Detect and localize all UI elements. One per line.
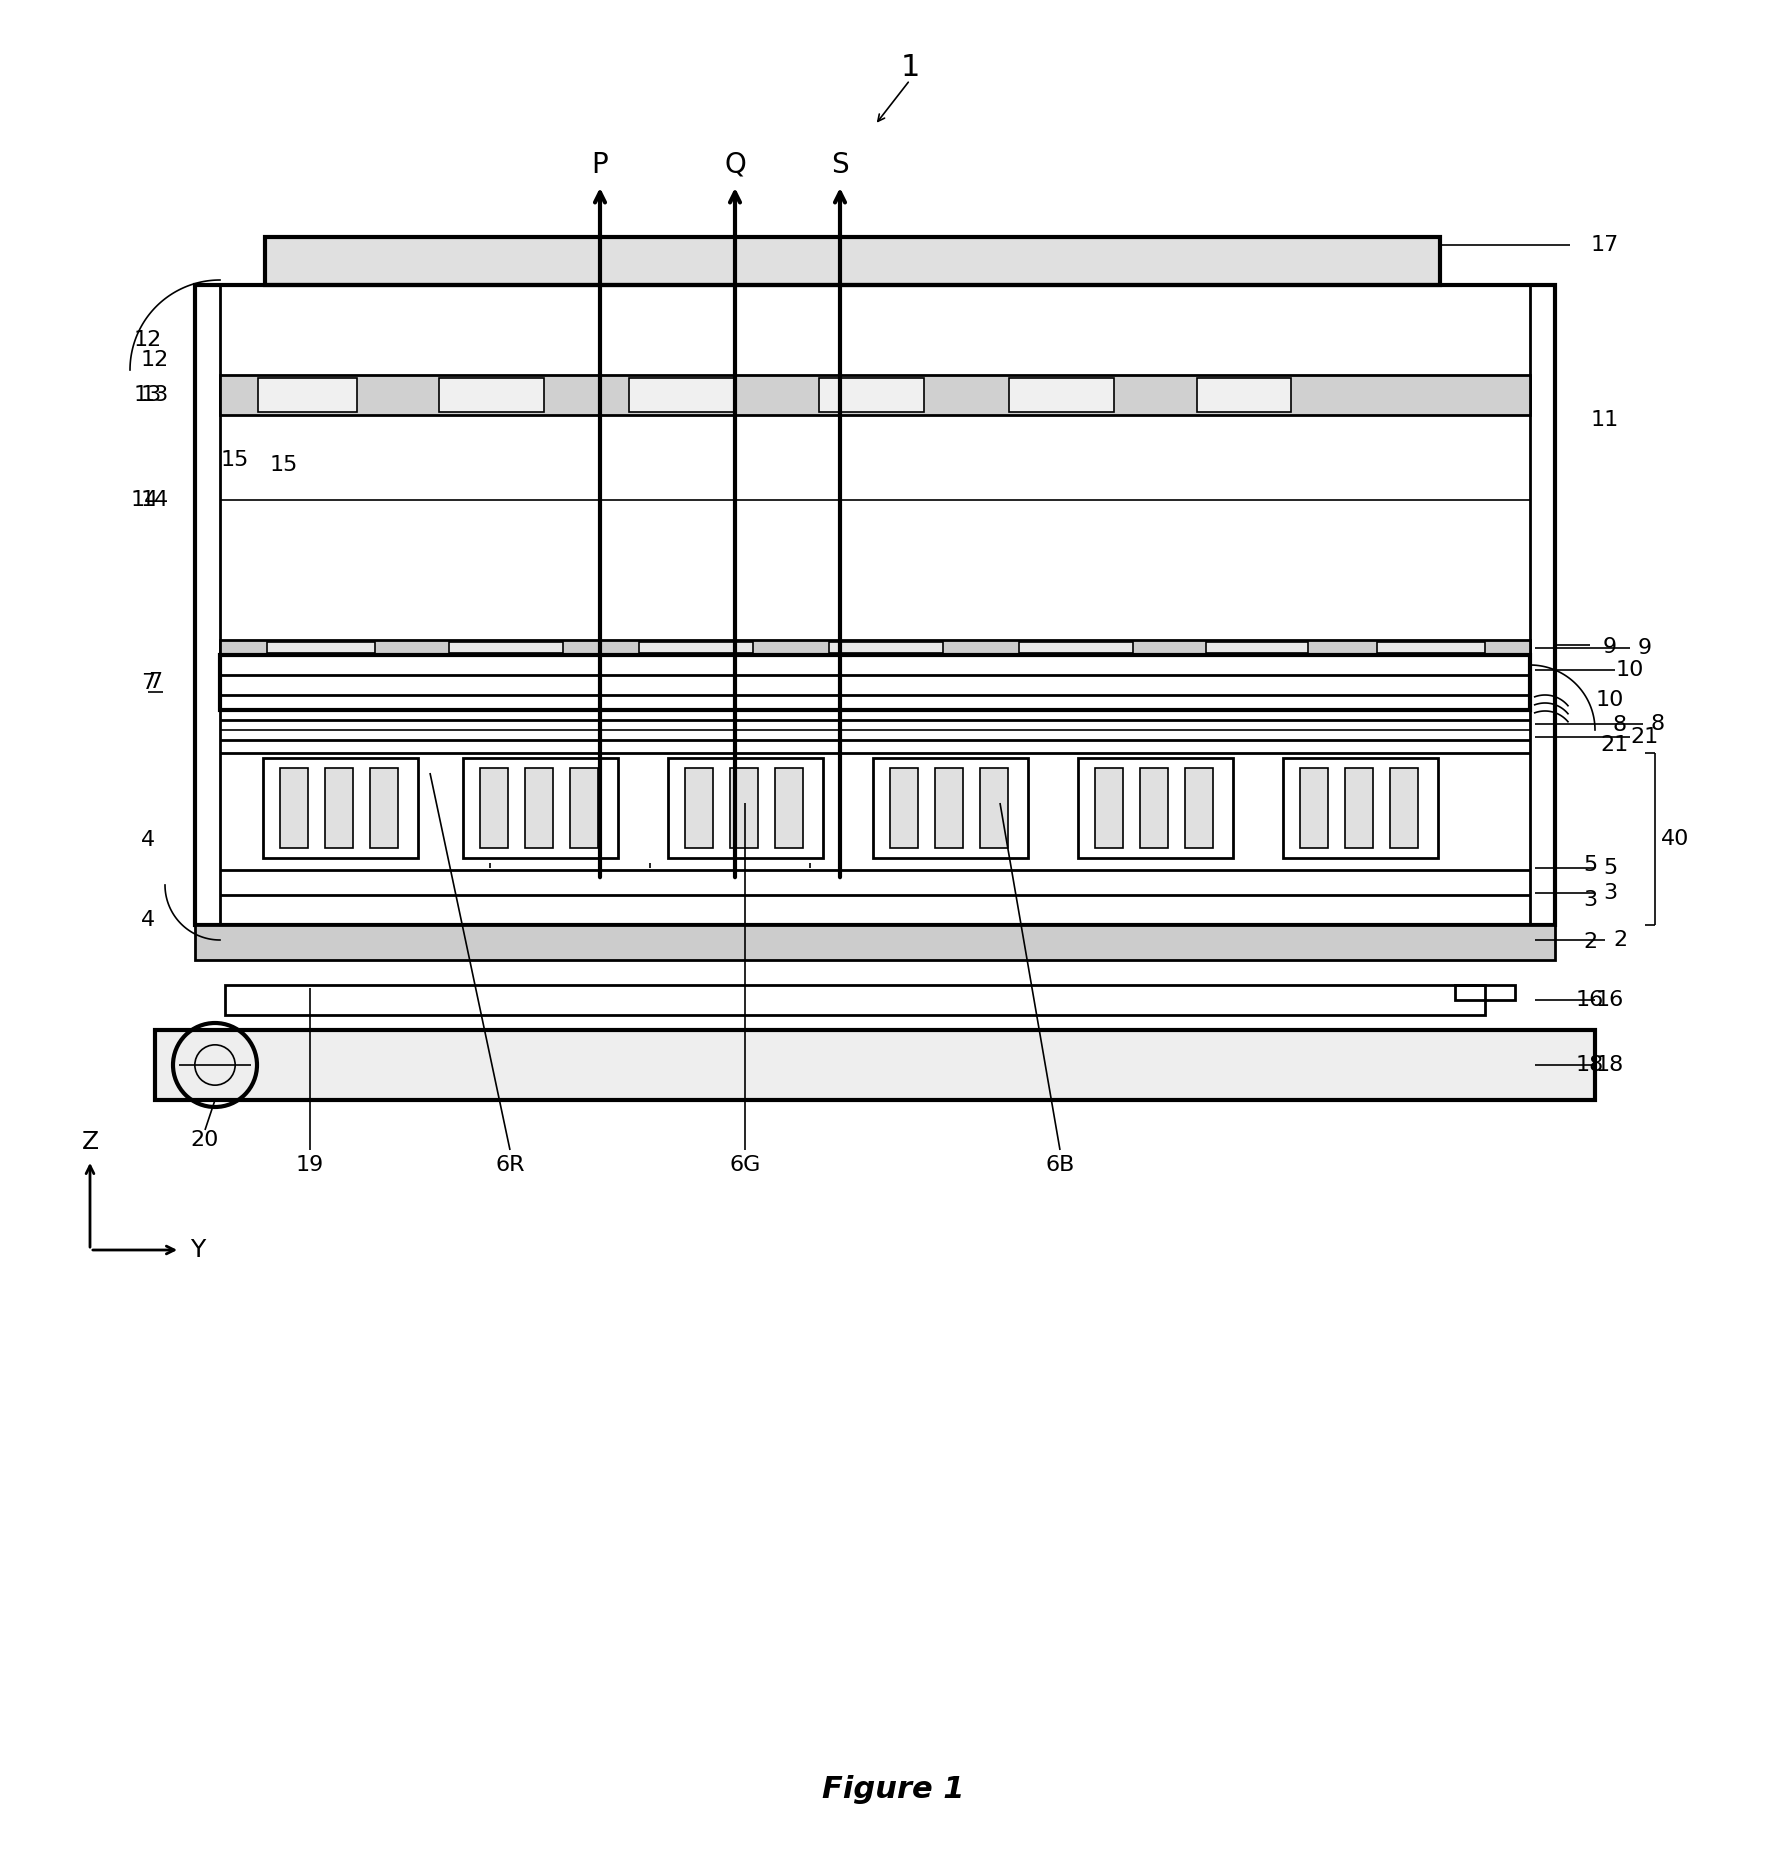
Bar <box>1283 757 1439 858</box>
Text: Q: Q <box>724 151 745 180</box>
Text: 9: 9 <box>1639 638 1651 658</box>
Text: 5: 5 <box>1603 858 1617 879</box>
Text: 21: 21 <box>1632 727 1658 746</box>
Text: 1: 1 <box>901 54 920 82</box>
Text: 16: 16 <box>1576 989 1605 1010</box>
Text: 40: 40 <box>1660 828 1689 849</box>
Text: 2: 2 <box>1583 931 1598 952</box>
Bar <box>263 757 418 858</box>
Bar <box>935 769 963 847</box>
Text: 9: 9 <box>1603 638 1617 656</box>
Bar <box>829 641 942 653</box>
Text: Z: Z <box>82 1129 98 1154</box>
Bar <box>195 284 1555 926</box>
Text: 8: 8 <box>1614 714 1626 735</box>
Text: 8: 8 <box>1651 714 1665 735</box>
Bar <box>155 1030 1596 1100</box>
Bar <box>731 769 758 847</box>
Text: 19: 19 <box>297 1156 323 1174</box>
Text: Y: Y <box>191 1238 206 1262</box>
Text: 2: 2 <box>1614 929 1626 950</box>
Bar <box>818 378 924 411</box>
Bar <box>195 926 1555 959</box>
Bar <box>1140 769 1169 847</box>
Bar <box>874 757 1028 858</box>
Bar <box>1455 985 1515 1000</box>
Text: 14: 14 <box>130 490 159 511</box>
Bar <box>1346 769 1372 847</box>
Text: 16: 16 <box>1596 989 1624 1010</box>
Text: 7: 7 <box>141 673 155 694</box>
Bar <box>440 378 543 411</box>
Text: 5: 5 <box>1583 855 1598 875</box>
Text: 6B: 6B <box>1045 1156 1074 1174</box>
Text: 3: 3 <box>1583 890 1598 911</box>
Text: 6R: 6R <box>495 1156 525 1174</box>
Text: Figure 1: Figure 1 <box>822 1775 965 1805</box>
Bar <box>370 769 399 847</box>
Bar <box>220 376 1530 415</box>
Text: S: S <box>831 151 849 180</box>
Bar <box>1197 378 1290 411</box>
Text: 17: 17 <box>1590 236 1619 254</box>
Bar <box>1095 769 1122 847</box>
Bar <box>481 769 508 847</box>
Bar <box>281 769 307 847</box>
Bar <box>257 378 357 411</box>
Bar <box>220 640 1530 654</box>
Bar <box>890 769 919 847</box>
Bar <box>1078 757 1233 858</box>
Text: P: P <box>591 151 608 180</box>
Bar <box>449 641 563 653</box>
Bar <box>266 641 375 653</box>
Bar <box>463 757 618 858</box>
Bar <box>684 769 713 847</box>
Text: 18: 18 <box>1576 1055 1605 1075</box>
Text: 14: 14 <box>141 490 170 511</box>
Text: 7: 7 <box>148 671 163 692</box>
Bar <box>979 769 1008 847</box>
Bar <box>570 769 599 847</box>
Bar <box>225 985 1485 1015</box>
Text: 20: 20 <box>191 1129 220 1150</box>
Bar <box>638 641 752 653</box>
Text: 11: 11 <box>1590 410 1619 430</box>
Text: 6G: 6G <box>729 1156 761 1174</box>
Bar <box>1010 378 1113 411</box>
Text: 13: 13 <box>141 385 170 406</box>
Bar <box>264 237 1440 284</box>
Text: 15: 15 <box>270 454 298 475</box>
Bar <box>1378 641 1485 653</box>
Text: 4: 4 <box>141 830 155 851</box>
Bar <box>1206 641 1308 653</box>
Bar <box>668 757 824 858</box>
Bar <box>629 378 733 411</box>
Bar <box>1185 769 1213 847</box>
Text: 10: 10 <box>1615 660 1644 681</box>
Text: 3: 3 <box>1603 883 1617 903</box>
Text: 18: 18 <box>1596 1055 1624 1075</box>
Bar <box>1390 769 1419 847</box>
Text: 13: 13 <box>134 385 163 406</box>
Text: 15: 15 <box>222 451 248 469</box>
Bar <box>1019 641 1133 653</box>
Text: 21: 21 <box>1601 735 1630 755</box>
Bar <box>525 769 552 847</box>
Text: 10: 10 <box>1596 690 1624 711</box>
Bar <box>776 769 802 847</box>
Bar <box>1299 769 1328 847</box>
Text: 12: 12 <box>141 350 170 370</box>
Bar <box>220 654 1530 711</box>
Text: 4: 4 <box>141 911 155 929</box>
Bar <box>325 769 354 847</box>
Text: 12: 12 <box>134 329 163 350</box>
